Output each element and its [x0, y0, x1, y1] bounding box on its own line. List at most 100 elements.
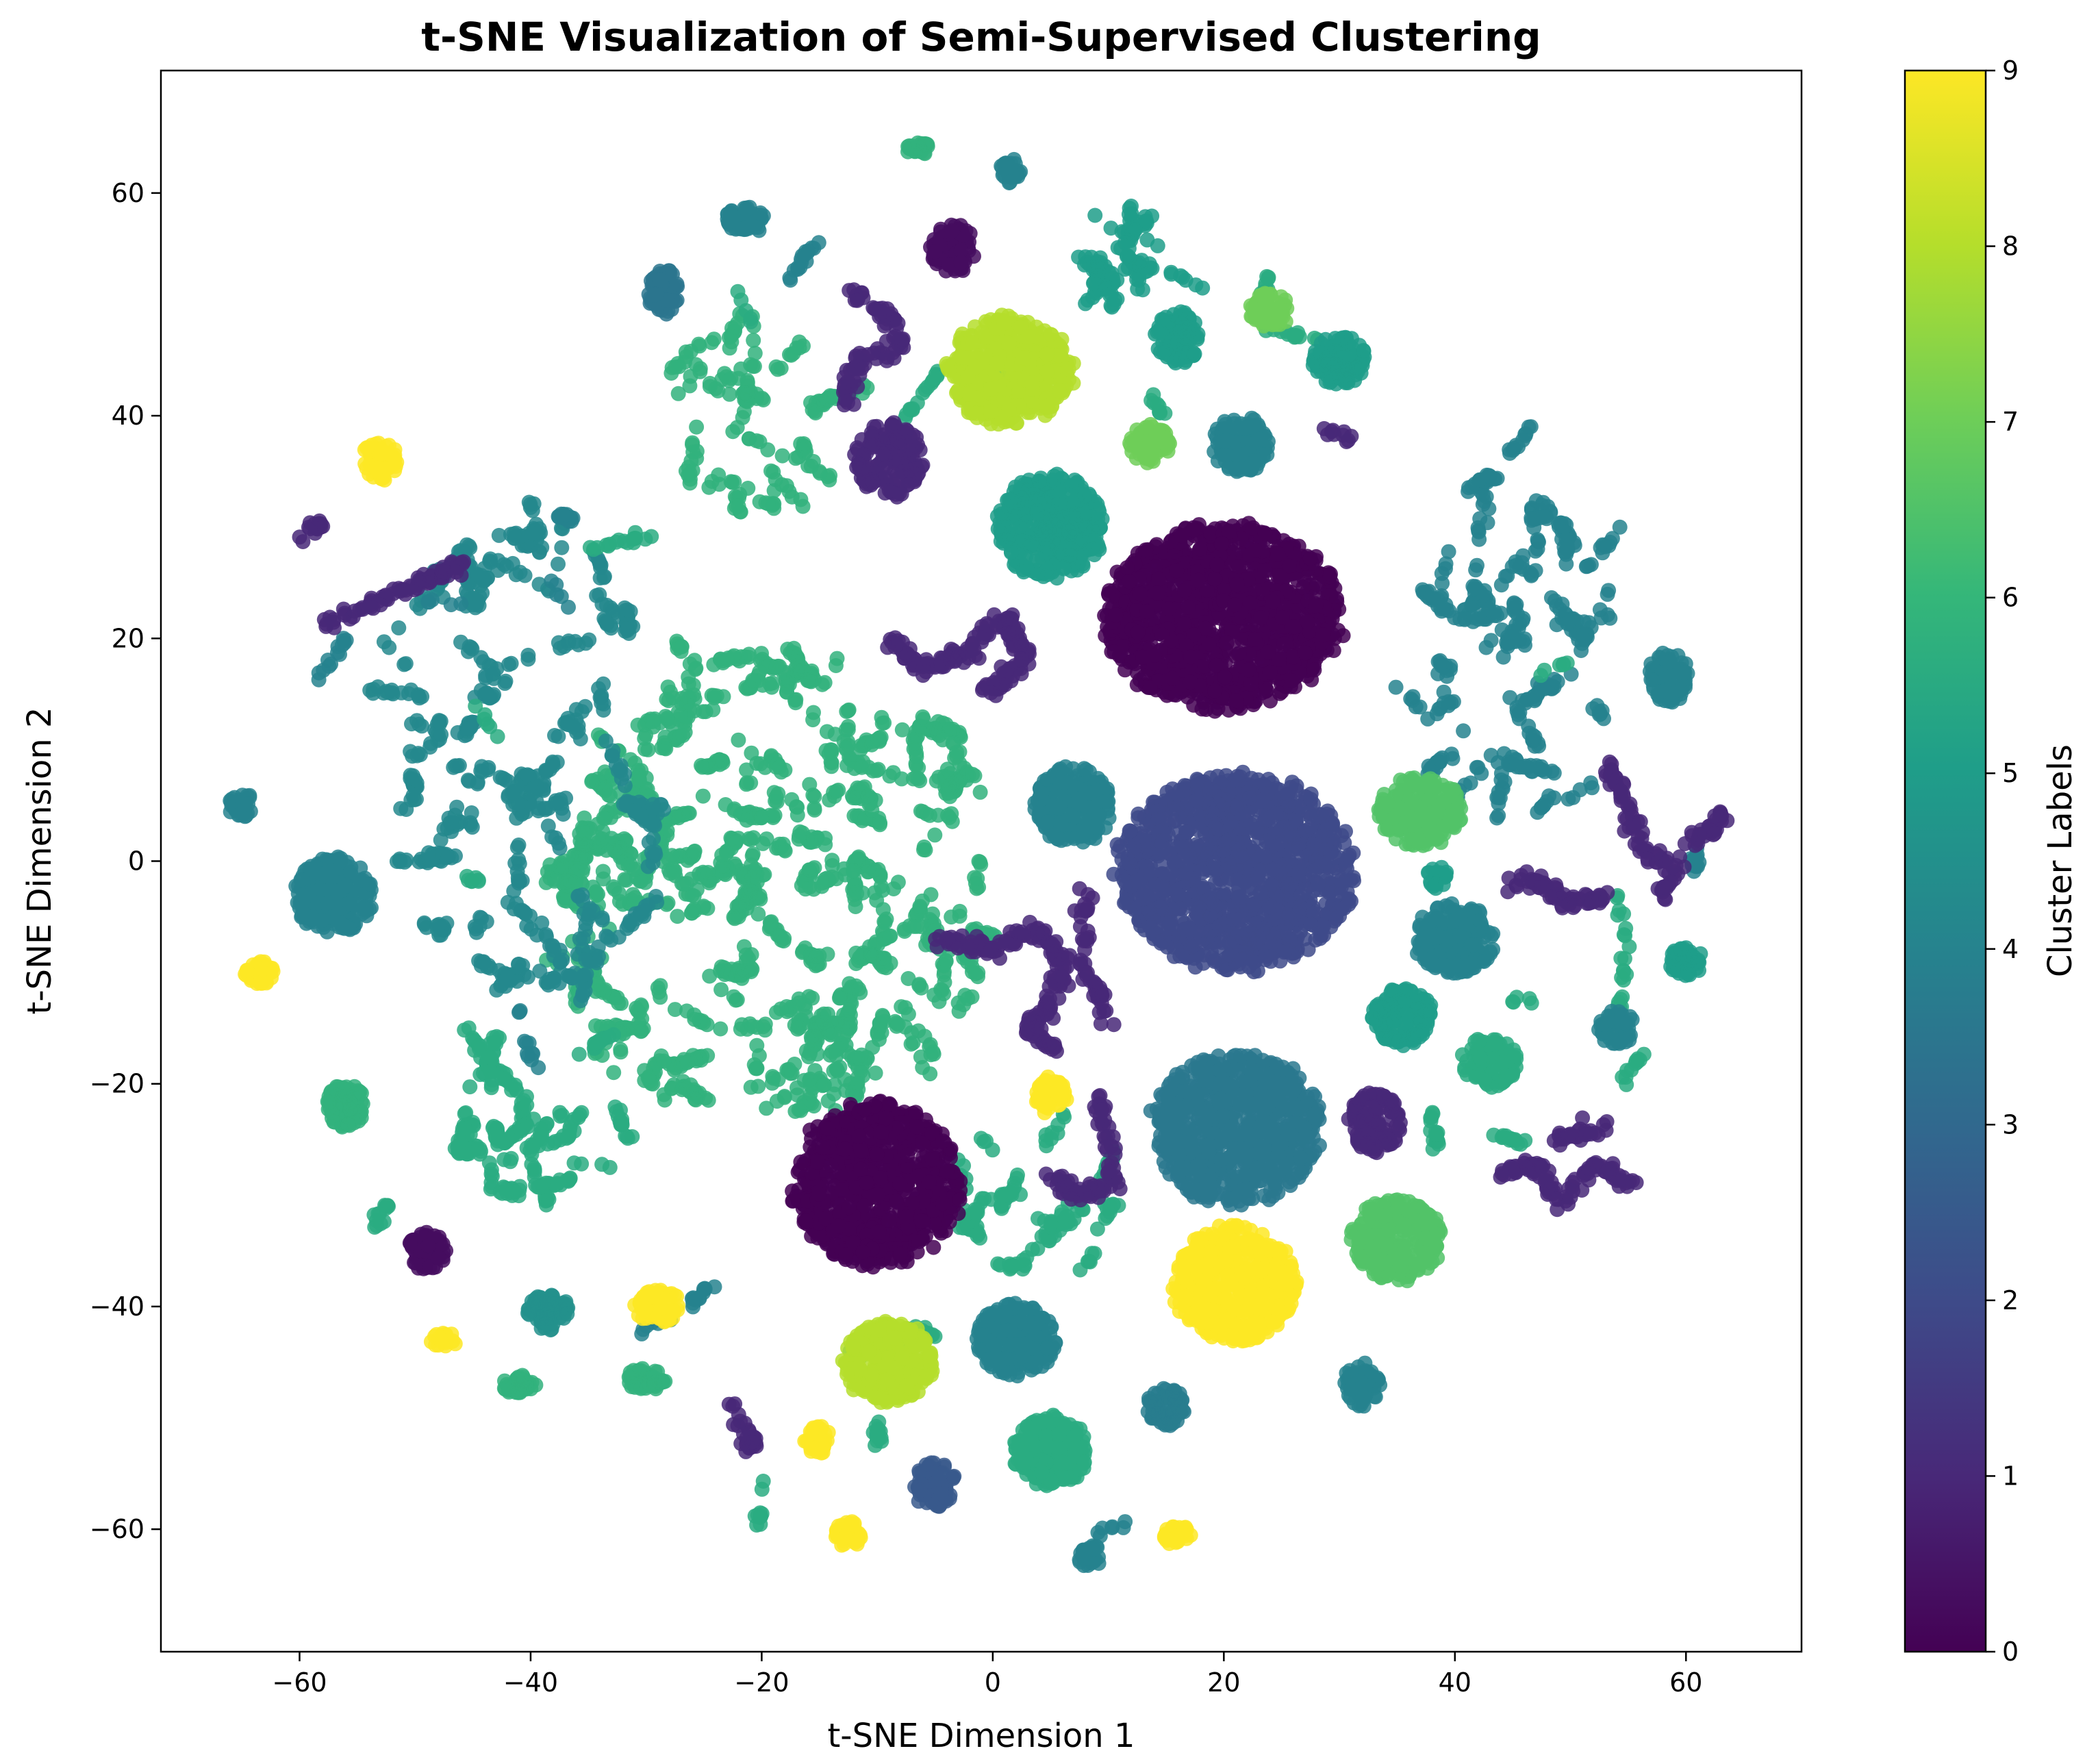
scatter-point	[874, 883, 890, 898]
scatter-point	[941, 778, 957, 793]
scatter-point	[770, 1072, 786, 1087]
scatter-point	[660, 679, 676, 695]
scatter-point	[598, 733, 614, 749]
scatter-point	[824, 745, 839, 761]
scatter-point	[470, 568, 486, 583]
scatter-point	[481, 1049, 496, 1065]
scatter-point	[1090, 260, 1106, 275]
scatter-point	[996, 1187, 1011, 1203]
scatter-point	[807, 403, 822, 419]
scatter-point	[679, 1055, 695, 1070]
scatter-point	[551, 729, 566, 744]
scatter-point	[1059, 1178, 1074, 1194]
scatter-point	[411, 716, 427, 732]
scatter-point	[447, 807, 463, 823]
scatter-point	[520, 651, 536, 667]
scatter-point	[1481, 601, 1497, 617]
scatter-point	[646, 831, 661, 846]
scatter-point	[819, 724, 835, 740]
scatter-point	[566, 719, 581, 735]
scatter-point	[1600, 885, 1615, 900]
scatter-point	[1712, 811, 1728, 827]
scatter-point	[657, 729, 673, 745]
scatter-point	[687, 1011, 703, 1027]
scatter-point	[1560, 615, 1576, 631]
scatter-point	[491, 527, 507, 543]
scatter-point	[730, 284, 746, 299]
scatter-point	[566, 874, 582, 890]
scatter-point	[700, 1092, 716, 1108]
scatter-point	[554, 858, 570, 874]
scatter-point	[685, 1299, 700, 1315]
scatter-point	[381, 640, 397, 655]
scatter-point	[1002, 937, 1018, 953]
scatter-point	[883, 955, 898, 971]
scatter-point	[1527, 729, 1543, 744]
scatter-point	[731, 732, 746, 748]
scatter-point	[1079, 903, 1095, 918]
scatter-point	[403, 579, 419, 595]
scatter-point	[1656, 879, 1671, 895]
scatter-point	[653, 978, 668, 994]
scatter-point	[854, 1047, 870, 1063]
scatter-point	[906, 918, 922, 934]
scatter-point	[468, 921, 483, 937]
scatter-point	[578, 825, 594, 841]
scatter-point	[1078, 296, 1094, 312]
scatter-point	[1081, 1253, 1097, 1269]
scatter-point	[1094, 988, 1110, 1003]
scatter-point	[640, 742, 656, 757]
scatter-point	[848, 899, 863, 914]
scatter-point	[1505, 994, 1521, 1009]
scatter-point	[787, 1057, 803, 1072]
scatter-point	[726, 1417, 742, 1433]
scatter-point	[743, 964, 759, 979]
scatter-point	[807, 802, 822, 818]
scatter-point	[745, 672, 761, 688]
scatter-point	[791, 991, 807, 1007]
scatter-point	[525, 503, 540, 518]
scatter-point	[572, 931, 587, 946]
scatter-point	[1478, 640, 1494, 655]
scatter-point	[1601, 1162, 1617, 1178]
scatter-point	[1316, 420, 1332, 436]
scatter-point	[912, 898, 928, 914]
scatter-point	[490, 562, 506, 578]
scatter-point	[936, 957, 952, 972]
scatter-point	[503, 1150, 519, 1166]
scatter-point	[1047, 1040, 1063, 1055]
scatter-point	[1106, 1017, 1122, 1033]
scatter-point	[786, 640, 802, 656]
scatter-point	[779, 684, 794, 700]
scatter-point	[346, 603, 362, 619]
scatter-point	[594, 688, 609, 703]
scatter-point	[742, 804, 757, 820]
scatter-point	[846, 863, 861, 879]
scatter-point	[700, 865, 716, 880]
scatter-point	[548, 577, 564, 592]
scatter-point	[1628, 1053, 1644, 1069]
scatter-point	[805, 788, 821, 803]
scatter-point	[749, 1037, 765, 1053]
scatter-point	[1150, 238, 1165, 253]
scatter-point	[446, 759, 462, 775]
scatter-point	[875, 902, 891, 918]
scatter-point	[589, 955, 605, 970]
chart-title: t-SNE Visualization of Semi-Supervised C…	[421, 14, 1541, 60]
scatter-point	[644, 844, 659, 860]
scatter-point	[833, 990, 848, 1006]
scatter-point	[642, 817, 658, 833]
scatter-point	[490, 729, 505, 744]
scatter-point	[1104, 1520, 1120, 1535]
scatter-point	[855, 885, 870, 900]
scatter-point	[492, 770, 508, 785]
scatter-point	[320, 653, 336, 668]
scatter-point	[1537, 662, 1552, 678]
scatter-point	[506, 526, 522, 542]
scatter-point	[743, 775, 759, 791]
scatter-point	[927, 721, 943, 737]
scatter-point	[553, 640, 568, 656]
scatter-point	[1019, 1250, 1035, 1265]
scatter-point	[801, 1049, 816, 1065]
scatter-point	[1560, 540, 1576, 555]
